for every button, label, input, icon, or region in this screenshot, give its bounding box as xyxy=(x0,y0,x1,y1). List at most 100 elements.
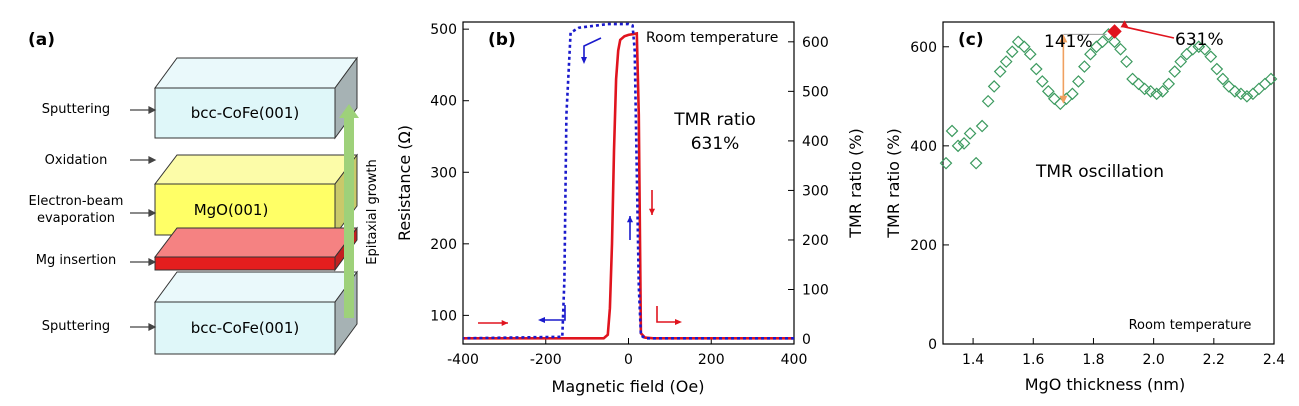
process-ebeam-line2: evaporation xyxy=(37,211,115,226)
data-point xyxy=(1174,55,1188,68)
data-point xyxy=(1216,72,1230,86)
epitaxial-growth-arrow xyxy=(339,104,359,318)
mgo-label: MgO(001) xyxy=(194,201,269,219)
panel-c-x-axis-label: MgO thickness (nm) xyxy=(1025,375,1186,394)
arrow-blue-up-head xyxy=(626,216,634,223)
top-cofe-front-face xyxy=(154,87,336,139)
top-cofe-top-face xyxy=(154,57,358,89)
x-tick-label: 2.4 xyxy=(1263,352,1285,368)
panel-b-ticks: -400 -200 0 200 400 100 200 300 400 500 0 100 200 300… xyxy=(430,22,828,368)
y2-tick-label: 500 xyxy=(802,84,829,100)
process-oxidation: Oxidation xyxy=(45,153,108,168)
x-tick-label: 400 xyxy=(781,352,808,368)
panel-b-y-axis-label: Resistance (Ω) xyxy=(395,125,414,241)
panel-c-room-temperature: Room temperature xyxy=(1129,318,1252,333)
data-point xyxy=(1005,45,1019,59)
data-point xyxy=(1066,87,1079,101)
x-tick-label: -200 xyxy=(530,352,562,368)
data-point xyxy=(1138,82,1151,96)
data-point xyxy=(1210,62,1224,76)
y2-tick-label: 400 xyxy=(802,134,829,150)
panel-c-631-label: 631% xyxy=(1175,30,1224,50)
panel-b-x-axis-label: Magnetic field (Oe) xyxy=(552,377,705,396)
data-point xyxy=(993,65,1007,78)
data-point xyxy=(975,119,989,133)
difference-arrow-bottom-head xyxy=(1059,95,1068,104)
series-dashed-line xyxy=(462,22,794,340)
arrow-blue-bent-bottom-head xyxy=(538,317,545,323)
process-sputtering-bottom: Sputtering xyxy=(42,319,110,334)
data-point xyxy=(969,156,983,170)
data-point xyxy=(1011,35,1025,49)
y-tick-label: 600 xyxy=(910,40,937,56)
y-tick-label: 100 xyxy=(430,308,457,324)
pointer-631 xyxy=(1122,25,1175,39)
data-point xyxy=(1228,85,1242,98)
highlight-point xyxy=(1107,24,1122,39)
data-point xyxy=(1023,47,1037,61)
y2-tick-label: 100 xyxy=(802,283,829,299)
panel-c-label: (c) xyxy=(958,30,984,50)
bottom-cofe-label: bcc-CoFe(001) xyxy=(191,319,299,337)
y-tick-label: 0 xyxy=(928,337,937,353)
pointer-631-head xyxy=(1120,20,1129,28)
data-point xyxy=(1047,92,1061,106)
data-point xyxy=(1198,42,1212,56)
panel-b-curves xyxy=(462,22,794,340)
arrow-red-bent-head xyxy=(675,319,682,325)
data-point xyxy=(1186,42,1200,56)
process-ebeam-line1: Electron-beam xyxy=(29,194,124,209)
data-point xyxy=(1252,82,1266,96)
top-cofe-block: bcc-CoFe(001) xyxy=(154,56,358,140)
data-point xyxy=(1150,87,1163,101)
data-point xyxy=(1204,50,1218,64)
arrow-red-down-head xyxy=(648,208,656,215)
x-tick-label: 1.6 xyxy=(1022,352,1044,368)
panel-a-label: (a) xyxy=(28,30,55,50)
mg-front-face xyxy=(154,256,336,271)
panel-b-tmr-value: 631% xyxy=(691,134,740,154)
panel-c-141-label: 141% xyxy=(1044,32,1093,52)
panel-b-plot-frame xyxy=(462,21,795,345)
data-point xyxy=(1017,40,1031,54)
data-point xyxy=(1072,75,1085,88)
mgo-top-face xyxy=(153,154,359,185)
data-point xyxy=(1120,55,1133,68)
y2-tick-label: 200 xyxy=(802,233,829,249)
y2-tick-label: 600 xyxy=(802,35,829,51)
bottom-cofe-block: bcc-CoFe(001) xyxy=(154,270,358,356)
panel-a: (a) bcc-CoFe(001) MgO(001) bcc-CoFe(001 xyxy=(28,30,380,356)
panel-c-ticks: 1.4 1.6 1.8 2.0 2.2 2.4 0 200 400 600 xyxy=(910,40,1285,368)
y-tick-label: 200 xyxy=(430,237,457,253)
data-point xyxy=(939,156,953,170)
x-tick-label: 200 xyxy=(698,352,725,368)
arrow-blue-bent-top-head xyxy=(581,57,587,64)
process-sputtering-top: Sputtering xyxy=(42,102,110,117)
data-point xyxy=(1132,77,1145,91)
panel-b-tmr-label: TMR ratio xyxy=(673,110,755,130)
data-point xyxy=(1041,85,1055,98)
panel-c-oscillation-label: TMR oscillation xyxy=(1035,162,1164,182)
data-point xyxy=(1144,85,1157,98)
data-point xyxy=(1234,87,1248,101)
panel-c: 1.4 1.6 1.8 2.0 2.2 2.4 0 200 400 600 (c) 141% 63… xyxy=(884,20,1285,394)
data-point xyxy=(1246,87,1260,101)
epitaxial-growth-label: Epitaxial growth xyxy=(365,159,380,264)
x-tick-label: 2.2 xyxy=(1203,352,1225,368)
series-solid-line xyxy=(463,31,794,340)
panel-b: -400 -200 0 200 400 100 200 300 400 500 0 100 200 300… xyxy=(395,21,865,396)
data-point xyxy=(957,137,971,150)
data-point xyxy=(1168,65,1182,78)
panel-c-annotations xyxy=(1059,20,1175,104)
x-tick-label: 2.0 xyxy=(1143,352,1165,368)
bottom-cofe-top-face xyxy=(154,271,358,303)
data-point xyxy=(1126,72,1139,86)
arrow-blue-bent-top xyxy=(583,37,602,58)
process-mg-insertion: Mg insertion xyxy=(36,253,116,268)
data-point xyxy=(1240,89,1254,103)
y-tick-label: 400 xyxy=(430,94,457,110)
y-tick-label: 500 xyxy=(430,22,457,38)
x-tick-label: 0 xyxy=(624,352,633,368)
x-tick-label: 1.4 xyxy=(962,352,984,368)
